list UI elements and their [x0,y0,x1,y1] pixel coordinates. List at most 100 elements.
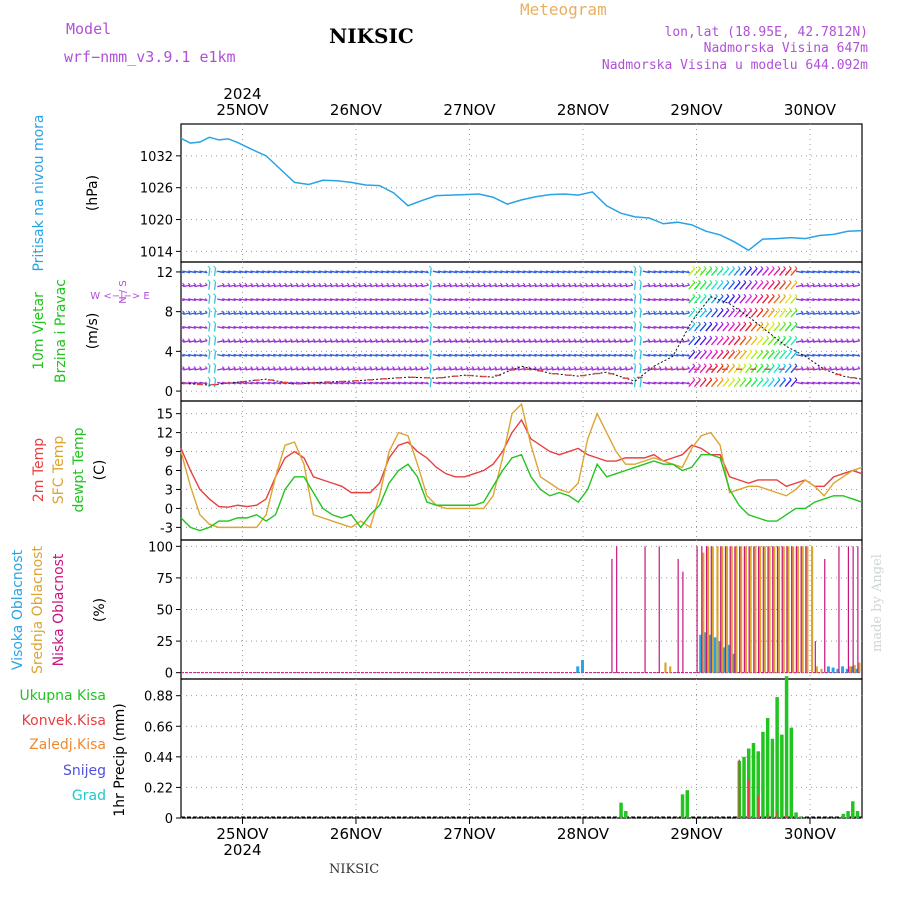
wind-arrow-head [675,366,679,369]
wind-arrow [523,284,531,288]
wind-arrow-head [562,282,566,286]
wind-arrow-head [477,282,480,286]
wind-arrow-head [771,321,775,325]
y-tick-label: 0.88 [144,690,173,705]
wind-arrow [659,284,668,288]
wind-arrow [358,284,367,288]
wind-arrow [506,381,514,385]
wind-arrow-head [335,282,339,286]
wind-arrow-head [766,349,769,353]
wind-arrow [429,309,432,318]
wind-arrow-head [392,310,395,314]
wind-arrow [767,351,775,360]
wind-arrow-head [687,298,690,301]
high-cloud-bar [732,653,736,673]
wind-arrow [421,270,429,274]
wind-arrow [540,326,548,329]
wind-arrow-head [766,363,769,367]
wind-arrow-head [771,349,775,353]
wind-arrow [398,298,406,302]
wind-arrow-head [255,338,259,342]
wind-arrow [529,367,537,371]
wind-arrow-head [619,282,622,286]
wind-arrow [625,298,633,302]
wind-arrow-head [760,266,764,269]
wind-arrow-head [182,282,185,286]
wind-arrow [580,326,588,329]
wind-arrow [181,326,185,329]
wind-arrow-head [788,363,792,367]
wind-arrow-head [204,366,208,369]
wind-arrow [676,353,685,357]
wind-arrow [364,340,372,343]
wind-arrow [654,340,662,343]
total-precip-bar [756,751,760,818]
wind-arrow-head [380,310,384,314]
wind-arrow [234,284,242,288]
wind-arrow [336,381,344,385]
wind-arrow [523,312,531,316]
wind-arrow [273,326,282,329]
wind-arrow-head [392,366,395,369]
wind-arrow [682,381,690,385]
wind-arrow [239,298,248,302]
wind-arrow [557,353,565,357]
wind-arrow [847,270,855,274]
wind-arrow-head [840,366,844,369]
wind-arrow [762,337,770,346]
wind-arrow [795,298,804,302]
wind-arrow [370,381,378,385]
wind-arrow [620,381,628,385]
wind-arrow-head [238,338,242,342]
wind-arrow-head [250,366,253,369]
wind-arrow-head [199,282,202,286]
wind-arrow [688,323,696,332]
wind-arrow [483,353,492,357]
wind-arrow-head [420,310,424,314]
wind-arrow [330,367,338,371]
panel-frame [180,261,863,402]
wind-arrow [251,284,259,288]
wind-arrow-head [193,338,197,342]
wind-arrow-head [771,279,775,283]
wind-arrow [183,284,191,288]
wind-arrow [455,298,463,302]
wind-arrow [347,381,355,385]
legend-snow: Snijeg [63,763,106,779]
wind-arrow [296,353,304,357]
wind-arrow [495,381,503,385]
wind-arrow [722,295,730,304]
wind-arrow-head [687,270,690,274]
wind-arrow-head [318,282,322,286]
wind-arrow [302,326,310,329]
wind-arrow [319,312,327,316]
wind-arrow-head [204,338,208,342]
wind-arrow [393,312,401,316]
panel-1-title: Pritisak na nivou mora [31,114,47,271]
wind-arrow [228,312,236,316]
wind-arrow-head [187,338,191,342]
wind-arrow [432,298,441,302]
wind-arrow [404,381,412,385]
wind-arrow [319,367,327,371]
wind-arrow [847,367,855,371]
wind-arrow-head [732,266,735,269]
wind-arrow-head [709,293,713,297]
wind-arrow [438,312,446,316]
wind-arrow [495,340,503,343]
wind-arrow-head [499,310,503,314]
wind-arrow-head [227,366,231,369]
wind-arrow [818,381,826,385]
wind-arrow [546,340,554,343]
wind-arrow [642,381,650,385]
total-precip-bar [761,731,765,818]
wind-arrow-head [528,310,532,314]
wind-arrow-head [800,338,804,342]
wind-arrow-head [760,335,764,339]
wind-arrow [381,367,389,371]
wind-arrow-head [329,338,333,342]
wind-arrow [444,326,452,329]
wind-arrow [472,353,480,357]
wind-arrow [393,298,401,302]
wind-arrow-head [687,325,690,329]
